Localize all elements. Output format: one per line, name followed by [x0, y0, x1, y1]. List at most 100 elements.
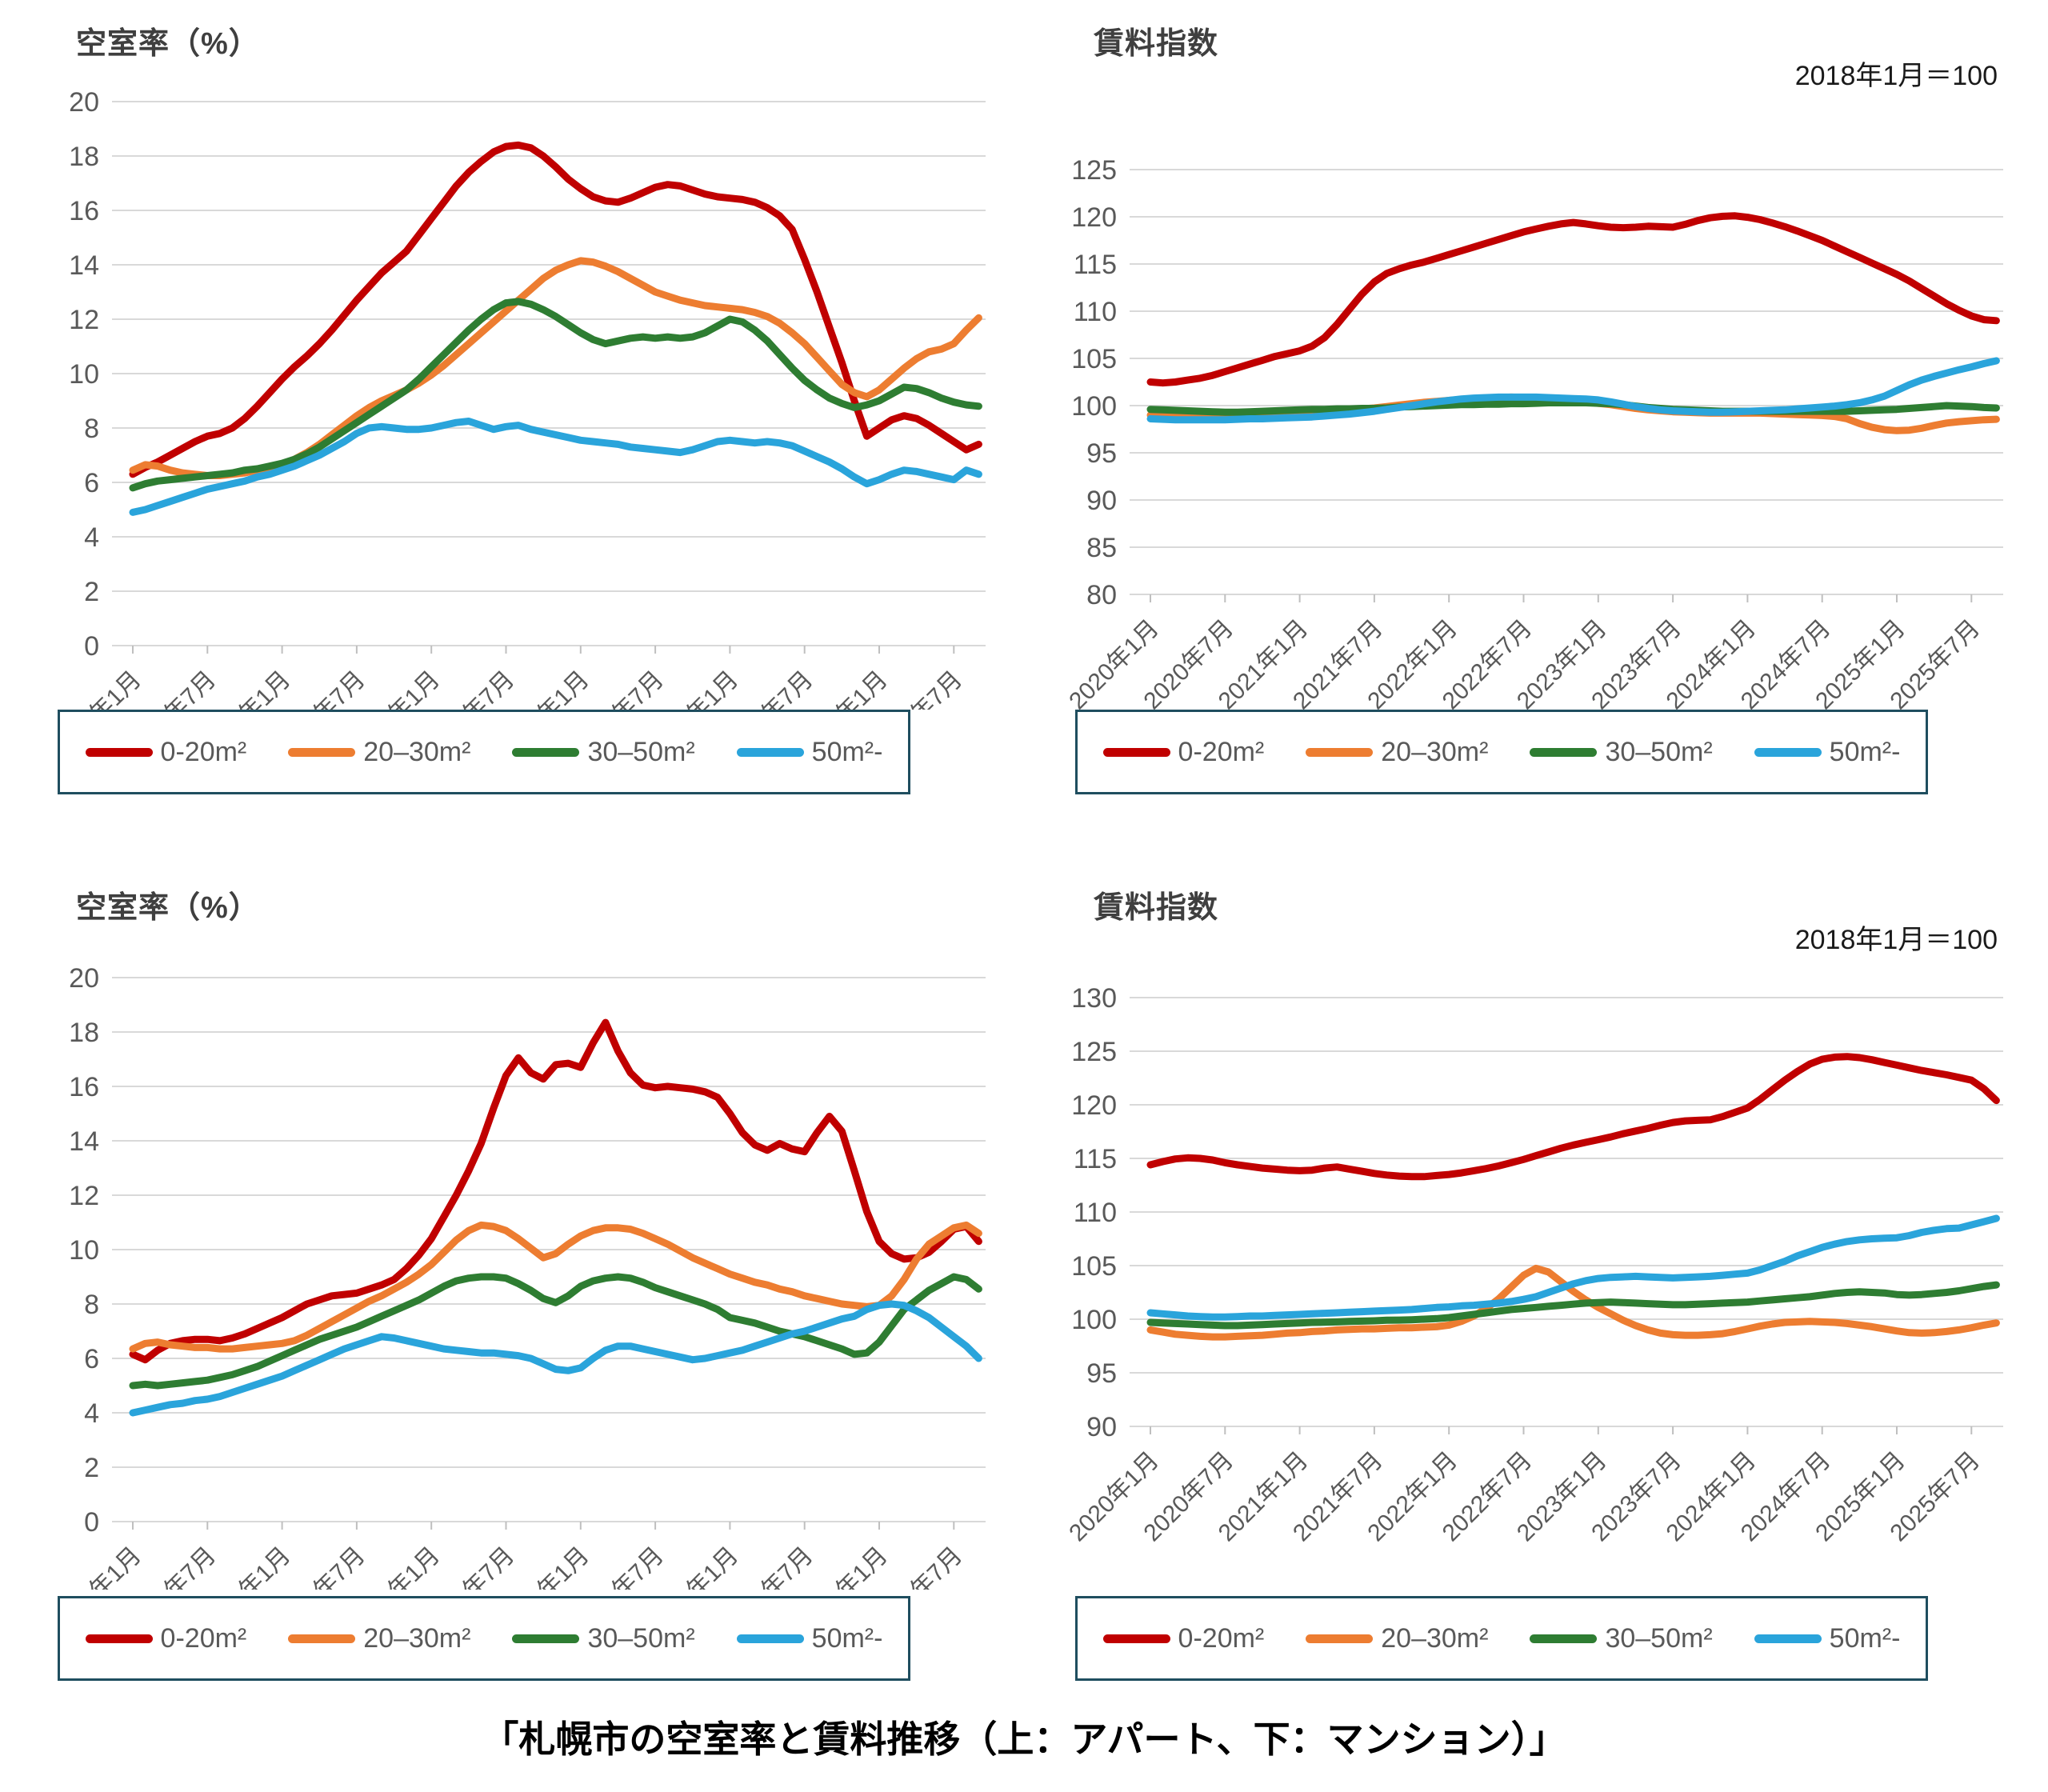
- y-axis-tick-label: 95: [1086, 438, 1117, 469]
- legend-label: 20–30m²: [363, 1622, 471, 1654]
- y-axis-tick-label: 130: [1071, 983, 1117, 1014]
- y-axis-tick-label: 14: [69, 1126, 99, 1157]
- series-line-20-30: [1146, 1264, 2000, 1341]
- series-line-20-30: [129, 257, 982, 479]
- chart-legend: 0-20m² 20–30m² 30–50m² 50m²-: [58, 710, 910, 794]
- legend-label: 0-20m²: [1178, 736, 1265, 767]
- legend-label: 0-20m²: [160, 1622, 247, 1654]
- y-axis-tick-label: 4: [84, 522, 99, 553]
- y-axis-tick-label: 105: [1071, 1251, 1117, 1282]
- legend-item: 20–30m²: [1306, 1623, 1488, 1654]
- legend-label: 20–30m²: [363, 736, 471, 767]
- y-axis-tick-label: 6: [84, 1344, 99, 1374]
- legend-line-swatch: [512, 747, 580, 757]
- series-line-30-50: [129, 1273, 982, 1390]
- x-axis-tick-label: 2020年1月: [46, 666, 146, 710]
- vacancy-chart-apartment: 空室率（%） 201816141210864202020年1月2020年7月20…: [32, 12, 1000, 876]
- figure-caption: 「札幌市の空室率と賃料推移（上：アパート、下：マンション）」: [482, 1718, 1566, 1760]
- series-line-50+: [1146, 1214, 2000, 1321]
- legend-label: 50m²-: [811, 1622, 883, 1654]
- y-axis-tick-label: 12: [69, 1181, 99, 1211]
- legend-label: 30–50m²: [1605, 736, 1713, 767]
- series-line-0-20: [1146, 212, 2000, 387]
- legend-line-swatch: [1306, 747, 1374, 757]
- y-axis-tick-label: 105: [1071, 344, 1117, 374]
- legend-item: 20–30m²: [288, 737, 470, 768]
- legend-line-swatch: [85, 1634, 153, 1643]
- y-axis-tick-label: 16: [69, 1072, 99, 1102]
- y-axis-tick-label: 20: [69, 963, 99, 994]
- y-axis-tick-label: 120: [1071, 202, 1117, 233]
- line-chart-svg: 201816141210864202020年1月2020年7月2021年1月20…: [46, 963, 986, 1590]
- legend-line-swatch: [85, 747, 153, 757]
- y-axis-tick-label: 120: [1071, 1090, 1117, 1121]
- y-axis-tick-label: 110: [1074, 297, 1117, 327]
- legend-item: 0-20m²: [1102, 736, 1265, 768]
- legend-item: 30–50m²: [1530, 736, 1713, 768]
- series-line-30-50: [129, 298, 982, 492]
- legend-label: 50m²-: [1829, 736, 1901, 767]
- legend-label: 20–30m²: [1381, 736, 1489, 767]
- y-axis-tick-label: 6: [84, 468, 99, 498]
- legend-line-swatch: [736, 747, 804, 757]
- legend-label: 30–50m²: [587, 1622, 695, 1654]
- y-axis-tick-label: 18: [69, 1018, 99, 1048]
- y-axis-tick-label: 90: [1086, 486, 1117, 516]
- y-axis-tick-label: 85: [1086, 533, 1117, 563]
- legend-item: 0-20m²: [1102, 1622, 1265, 1654]
- legend-item: 50m²-: [736, 1622, 883, 1654]
- legend-item: 50m²-: [1754, 1623, 1900, 1654]
- legend-line-swatch: [512, 1634, 580, 1643]
- legend-item: 50m²-: [736, 737, 882, 768]
- legend-item: 30–50m²: [1530, 1622, 1713, 1654]
- chart-legend: 0-20m² 20–30m² 30–50m² 50m²-: [1075, 710, 1928, 794]
- legend-line-swatch: [1530, 1634, 1598, 1643]
- legend-line-swatch: [1530, 747, 1598, 757]
- series-line-50+: [129, 418, 982, 516]
- legend-item: 0-20m²: [85, 736, 247, 768]
- y-axis-tick-label: 0: [84, 1507, 99, 1538]
- legend-item: 20–30m²: [288, 1623, 470, 1654]
- chart-legend: 0-20m² 20–30m² 30–50m² 50m²-: [1075, 1596, 1928, 1681]
- y-axis-tick-label: 80: [1086, 580, 1117, 610]
- y-axis-tick-label: 18: [69, 142, 99, 172]
- legend-label: 20–30m²: [1381, 1622, 1489, 1654]
- y-axis-tick-label: 14: [69, 250, 99, 281]
- y-axis-tick-label: 125: [1071, 155, 1117, 186]
- legend-item: 30–50m²: [512, 737, 695, 768]
- y-axis-tick-label: 125: [1071, 1037, 1117, 1067]
- y-axis-tick-label: 2: [84, 1453, 99, 1483]
- series-line-0-20: [1146, 1053, 2000, 1181]
- line-chart-svg: 125120115110105100959085802020年1月2020年7月…: [1064, 155, 2003, 710]
- y-axis-tick-label: 10: [69, 1235, 99, 1266]
- legend-line-swatch: [288, 747, 356, 757]
- legend-label: 30–50m²: [1605, 1622, 1713, 1654]
- base-index-note: 2018年1月＝100: [1794, 925, 1998, 955]
- legend-line-swatch: [1754, 1634, 1822, 1643]
- legend-line-swatch: [1102, 1634, 1170, 1643]
- legend-label: 0-20m²: [1178, 1622, 1265, 1654]
- chart-legend: 0-20m² 20–30m² 30–50m² 50m²-: [58, 1596, 910, 1681]
- y-axis-tick-label: 16: [69, 196, 99, 226]
- vacancy-chart-condo: 空室率（%） 201816141210864202020年1月2020年7月20…: [32, 876, 1000, 1740]
- line-chart-svg: 13012512011511010510095902020年1月2020年7月2…: [1064, 983, 2003, 1546]
- legend-line-swatch: [1306, 1634, 1374, 1643]
- chart-title: 空室率（%）: [76, 27, 260, 61]
- legend-line-swatch: [288, 1634, 356, 1643]
- legend-label: 0-20m²: [160, 736, 247, 767]
- chart-title: 賃料指数: [1094, 27, 1219, 61]
- y-axis-tick-label: 8: [84, 414, 99, 444]
- series-line-0-20: [129, 1018, 982, 1364]
- series-line-30-50: [1146, 1281, 2000, 1330]
- y-axis-tick-label: 2: [84, 577, 99, 607]
- line-chart-svg: 201816141210864202020年1月2020年7月2021年1月20…: [46, 87, 986, 710]
- legend-item: 30–50m²: [512, 1622, 695, 1654]
- legend-line-swatch: [1754, 747, 1822, 757]
- x-axis-tick-label: 2020年1月: [46, 1542, 146, 1590]
- series-line-0-20: [129, 141, 982, 478]
- y-axis-tick-label: 110: [1074, 1198, 1117, 1228]
- y-axis-tick-label: 100: [1071, 1305, 1117, 1335]
- y-axis-tick-label: 95: [1086, 1358, 1117, 1389]
- base-index-note: 2018年1月＝100: [1794, 61, 1998, 91]
